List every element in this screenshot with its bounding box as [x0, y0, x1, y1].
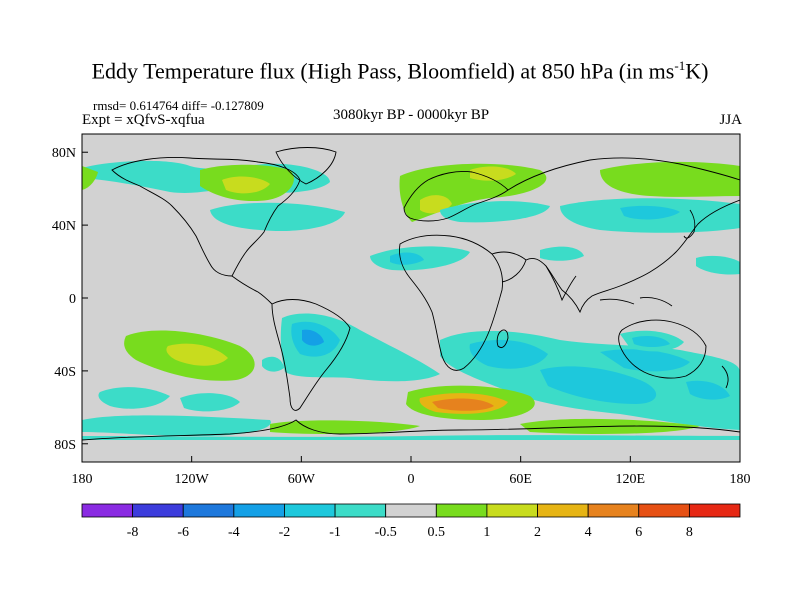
contour-region: [432, 398, 494, 411]
contour-region: [210, 202, 345, 232]
contour-region: [600, 349, 690, 372]
x-tick-label: 180: [72, 472, 93, 487]
colorbar-label: 6: [635, 525, 642, 540]
colorbar-swatch: [587, 503, 640, 518]
y-tick-label: 80N: [52, 146, 76, 161]
contour-region: [440, 201, 550, 223]
colorbar-swatch: [284, 503, 336, 518]
x-tick-label: 0: [408, 472, 415, 487]
x-tick-label: 120E: [616, 472, 646, 487]
season-label: JJA: [719, 112, 742, 128]
colorbar-label: -2: [279, 525, 291, 540]
contour-region: [180, 393, 240, 412]
colorbar-label: 2: [534, 525, 541, 540]
x-tick-label: 180: [730, 472, 751, 487]
coastline-antarctica: [82, 419, 740, 441]
colorbar-swatch: [638, 503, 690, 518]
contour-region: [166, 343, 228, 366]
coastline-japan: [683, 209, 696, 239]
contour-region: [82, 415, 271, 436]
colorbar-label: -6: [177, 525, 189, 540]
x-tick-label: 60W: [288, 472, 316, 487]
colorbar-label: 1: [483, 525, 490, 540]
contour-region: [470, 166, 516, 181]
stats-label: rmsd= 0.614764 diff= -0.127809: [93, 98, 264, 113]
page-title: Eddy Temperature flux (High Pass, Bloomf…: [91, 58, 709, 84]
coastline-europe: [403, 171, 509, 222]
colorbar-swatch: [688, 503, 741, 518]
contour-region: [222, 176, 270, 194]
coastlines: [82, 147, 740, 441]
y-tick-label: 40S: [54, 365, 76, 380]
contour-region: [600, 161, 740, 197]
colorbar-swatch: [385, 503, 437, 518]
x-tick-label: 60E: [509, 472, 532, 487]
contour-region: [469, 339, 548, 369]
colorbar-swatch: [486, 503, 538, 518]
coastline-central-america: [231, 275, 273, 305]
y-tick-label: 0: [69, 292, 76, 307]
colorbar: -8 -6 -4 -2 -1 -0.5 0.5 1 2 4 6 8: [81, 503, 741, 540]
colorbar-label: 4: [585, 525, 592, 540]
coastline-indonesia: [599, 297, 673, 307]
colorbar-label: 0.5: [428, 525, 446, 540]
y-axis: 80N 40N 0 40S 80S: [52, 146, 88, 453]
coastline-africa: [399, 234, 503, 371]
coastline-south-america: [271, 299, 351, 411]
contour-region: [262, 356, 284, 372]
x-axis: 180 120W 60W 0 60E 120E 180: [72, 456, 751, 487]
contour-region: [98, 387, 170, 409]
colorbar-swatch: [182, 503, 235, 518]
contour-region: [632, 336, 670, 347]
contour-region: [540, 366, 657, 404]
contour-region: [82, 435, 740, 440]
colorbar-label: -0.5: [375, 525, 397, 540]
colorbar-swatch: [537, 503, 589, 518]
experiment-label: Expt = xQfvS-xqfua: [82, 112, 205, 128]
coastline-north-america: [111, 157, 301, 277]
coastline-australia: [618, 319, 707, 379]
colorbar-swatch: [435, 503, 488, 518]
contour-region: [82, 166, 98, 190]
contour-region: [696, 255, 740, 275]
contour-fill: [82, 160, 740, 440]
colorbar-label: 8: [686, 525, 693, 540]
contour-region: [540, 246, 584, 261]
colorbar-label: -1: [329, 525, 341, 540]
contour-region: [620, 205, 680, 220]
colorbar-swatch: [334, 503, 387, 518]
coastline-india: [545, 265, 577, 302]
coastline-new-zealand: [721, 365, 729, 389]
y-tick-label: 80S: [54, 438, 76, 453]
colorbar-label: -8: [127, 525, 139, 540]
coastline-madagascar: [496, 329, 509, 349]
coastline-greenland: [275, 147, 337, 185]
x-tick-label: 120W: [175, 472, 210, 487]
colorbar-label: -4: [228, 525, 240, 540]
y-tick-label: 40N: [52, 219, 76, 234]
contour-region: [302, 329, 324, 346]
colorbar-swatch: [132, 503, 184, 518]
contour-region: [270, 420, 420, 434]
contour-region: [686, 380, 730, 400]
colorbar-swatch: [233, 503, 285, 518]
colorbar-swatch: [81, 503, 134, 518]
coastline-asia: [507, 157, 740, 314]
contour-region: [390, 252, 424, 265]
period-label: 3080kyr BP - 0000kyr BP: [332, 107, 490, 123]
